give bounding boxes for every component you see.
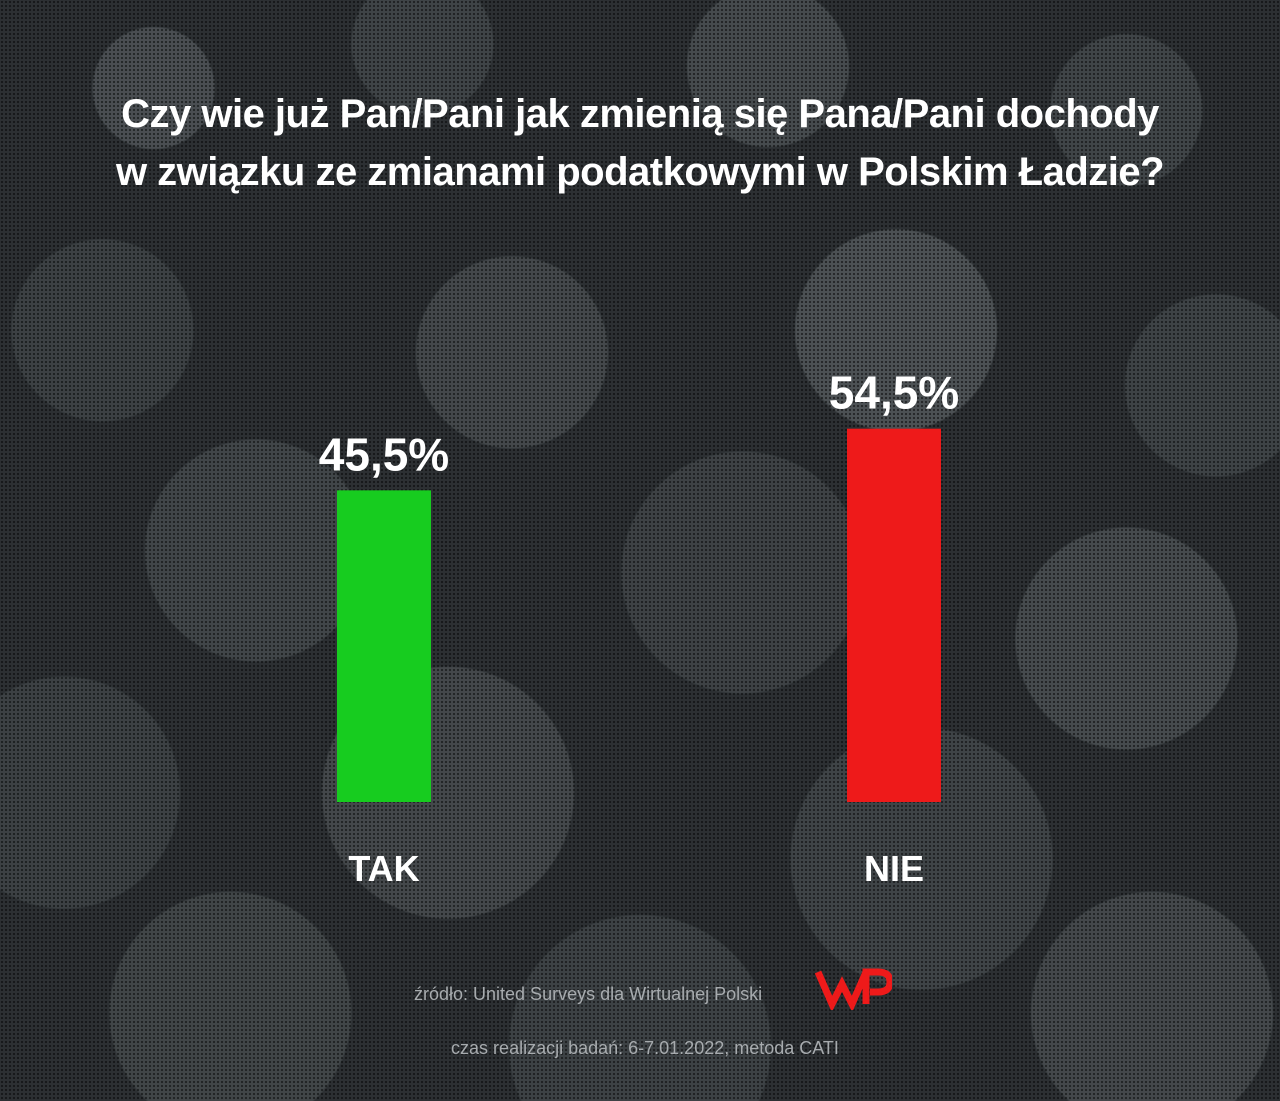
methodology-text: czas realizacji badań: 6-7.01.2022, meto… [451, 1038, 839, 1058]
category-label-nie: NIE [864, 848, 924, 889]
wp-logo-w [814, 970, 870, 1010]
chart-title-line-2: w związku ze zmianami podatkowymi w Pols… [115, 150, 1165, 194]
bar-nie [847, 428, 941, 802]
source-text: źródło: United Surveys dla Wirtualnej Po… [414, 984, 763, 1004]
chart-title-line-1: Czy wie już Pan/Pani jak zmienią się Pan… [121, 92, 1159, 136]
wp-logo-p [862, 968, 892, 1004]
value-label-tak: 45,5% [319, 428, 449, 480]
category-label-tak: TAK [348, 848, 419, 889]
bar-tak [337, 490, 431, 802]
wp-logo [814, 968, 892, 1010]
value-label-nie: 54,5% [829, 367, 959, 419]
